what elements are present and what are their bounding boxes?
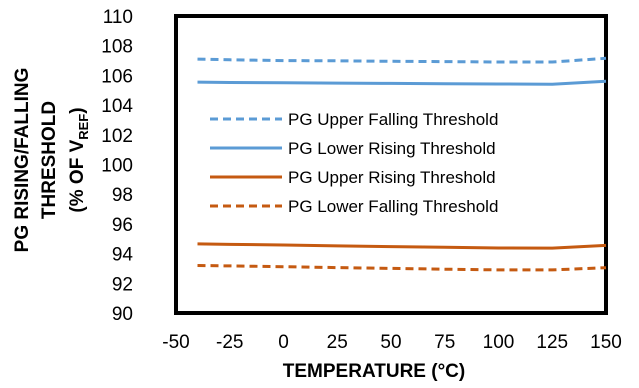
y-tick-label: 94	[112, 245, 134, 266]
x-tick-label: 100	[483, 332, 515, 353]
legend-label-4: PG Lower Falling Threshold	[288, 197, 498, 216]
y-axis-unit-suffix: )	[67, 107, 88, 113]
legend-label-2: PG Lower Rising Threshold	[288, 139, 496, 158]
plot-area	[174, 14, 608, 315]
y-tick-label: 92	[112, 274, 133, 295]
x-tick-label: 75	[434, 332, 455, 353]
x-tick-label: 125	[536, 332, 568, 353]
x-tick-label: 0	[278, 332, 289, 353]
x-tick-label: 25	[327, 332, 348, 353]
y-tick-label: 102	[101, 126, 133, 147]
x-tick-label: -25	[216, 332, 243, 353]
y-axis-title: PG RISING/FALLING THRESHOLD (% OF VREF)	[12, 68, 91, 253]
x-tick-labels: -50 -25 0 25 50 75 100 125 150	[162, 332, 622, 353]
y-tick-label: 110	[103, 7, 133, 28]
x-tick-label: 50	[380, 332, 401, 353]
y-axis-unit-prefix: (% OF V	[67, 139, 88, 212]
y-tick-label: 90	[112, 304, 133, 325]
legend-label-3: PG Upper Rising Threshold	[288, 168, 496, 187]
y-tick-label: 96	[112, 215, 133, 236]
y-axis-unit-sub: REF	[76, 114, 91, 140]
y-axis-title-line-1: PG RISING/FALLING	[12, 68, 33, 253]
y-tick-label: 106	[101, 66, 133, 87]
y-axis-title-line-3: (% OF VREF)	[67, 107, 91, 212]
x-axis-title: TEMPERATURE (°C)	[283, 361, 465, 382]
legend: PG Upper Falling Threshold PG Lower Risin…	[210, 110, 498, 216]
legend-label-1: PG Upper Falling Threshold	[288, 110, 498, 129]
series-lines	[197, 56, 607, 272]
y-tick-label: 108	[101, 37, 133, 58]
y-tick-label: 100	[101, 156, 133, 177]
y-tick-labels: 90 92 94 96 98 100 102 104 106 108 110	[101, 7, 133, 325]
y-tick-label: 98	[112, 185, 133, 206]
y-tick-label: 104	[101, 96, 133, 117]
x-tick-label: 150	[590, 332, 622, 353]
series-line-3	[197, 242, 607, 250]
series-line-2	[197, 79, 607, 86]
x-tick-label: -50	[162, 332, 189, 353]
y-axis-title-line-2: THRESHOLD	[39, 101, 60, 219]
